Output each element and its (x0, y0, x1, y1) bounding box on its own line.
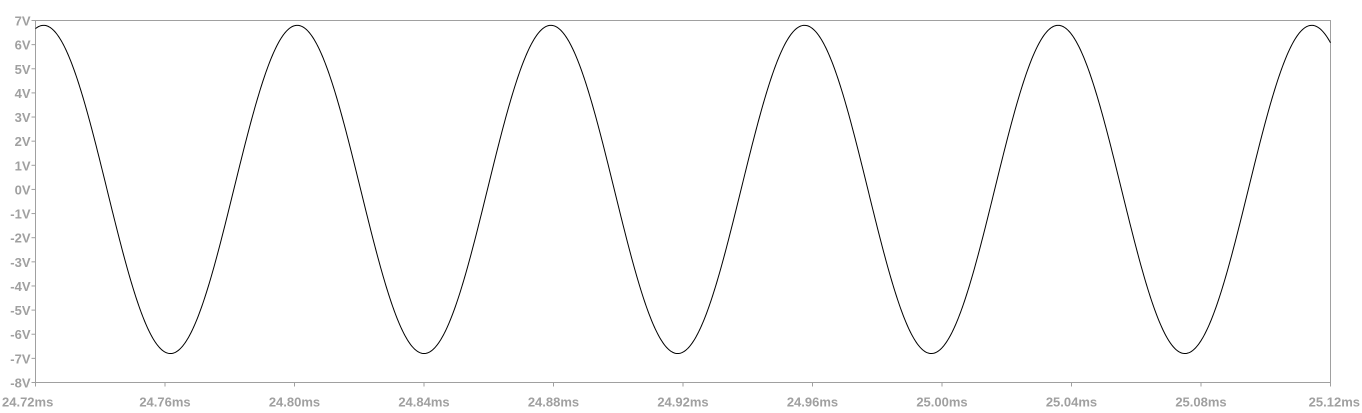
x-tick-label: 25.00ms (916, 395, 967, 410)
x-axis-ticks: 24.72ms 24.76ms 24.80ms 24.84ms 24.88ms 24.92… (2, 382, 1360, 410)
x-tick-label: 25.04ms (1046, 395, 1097, 410)
y-tick-label: -1V (10, 207, 31, 222)
y-tick-label: 7V (15, 14, 31, 29)
y-tick-label: 1V (15, 158, 31, 173)
x-tick-label: 24.72ms (2, 395, 53, 410)
y-axis-ticks: 7V 6V 5V 4V 3V 2V 1V 0V -1V -2V -3V -4V -5V -6V -7V -8V (10, 14, 36, 391)
y-tick-label: -4V (10, 279, 31, 294)
x-tick-label: 24.88ms (528, 395, 579, 410)
y-tick-label: 4V (15, 86, 31, 101)
y-tick-label: -6V (10, 327, 31, 342)
y-tick-label: -8V (10, 376, 31, 391)
y-tick-label: 0V (15, 182, 31, 197)
y-tick-label: -7V (10, 351, 31, 366)
x-tick-label: 24.84ms (398, 395, 449, 410)
x-tick-label: 25.12ms (1309, 395, 1360, 410)
x-tick-label: 24.96ms (787, 395, 838, 410)
y-tick-label: 6V (15, 38, 31, 53)
x-tick-label: 24.92ms (657, 395, 708, 410)
y-tick-label: -5V (10, 303, 31, 318)
y-tick-label: 5V (15, 62, 31, 77)
voltage-trace (35, 24, 1331, 355)
y-tick-label: 3V (15, 110, 31, 125)
plot-frame (35, 20, 1331, 383)
y-tick-label: 2V (15, 134, 31, 149)
x-tick-label: 24.76ms (139, 395, 190, 410)
x-tick-label: 24.80ms (269, 395, 320, 410)
y-tick-label: -2V (10, 231, 31, 246)
x-tick-label: 25.08ms (1175, 395, 1226, 410)
y-tick-label: -3V (10, 255, 31, 270)
